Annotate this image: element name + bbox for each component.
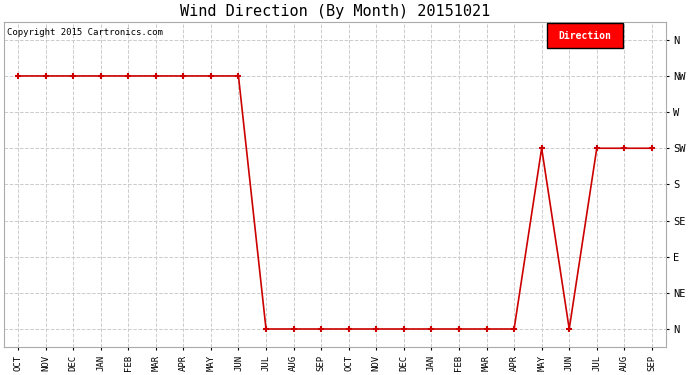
Text: Direction: Direction [558, 31, 611, 41]
FancyBboxPatch shape [546, 23, 622, 48]
Title: Wind Direction (By Month) 20151021: Wind Direction (By Month) 20151021 [180, 4, 490, 19]
Text: Copyright 2015 Cartronics.com: Copyright 2015 Cartronics.com [8, 28, 164, 37]
